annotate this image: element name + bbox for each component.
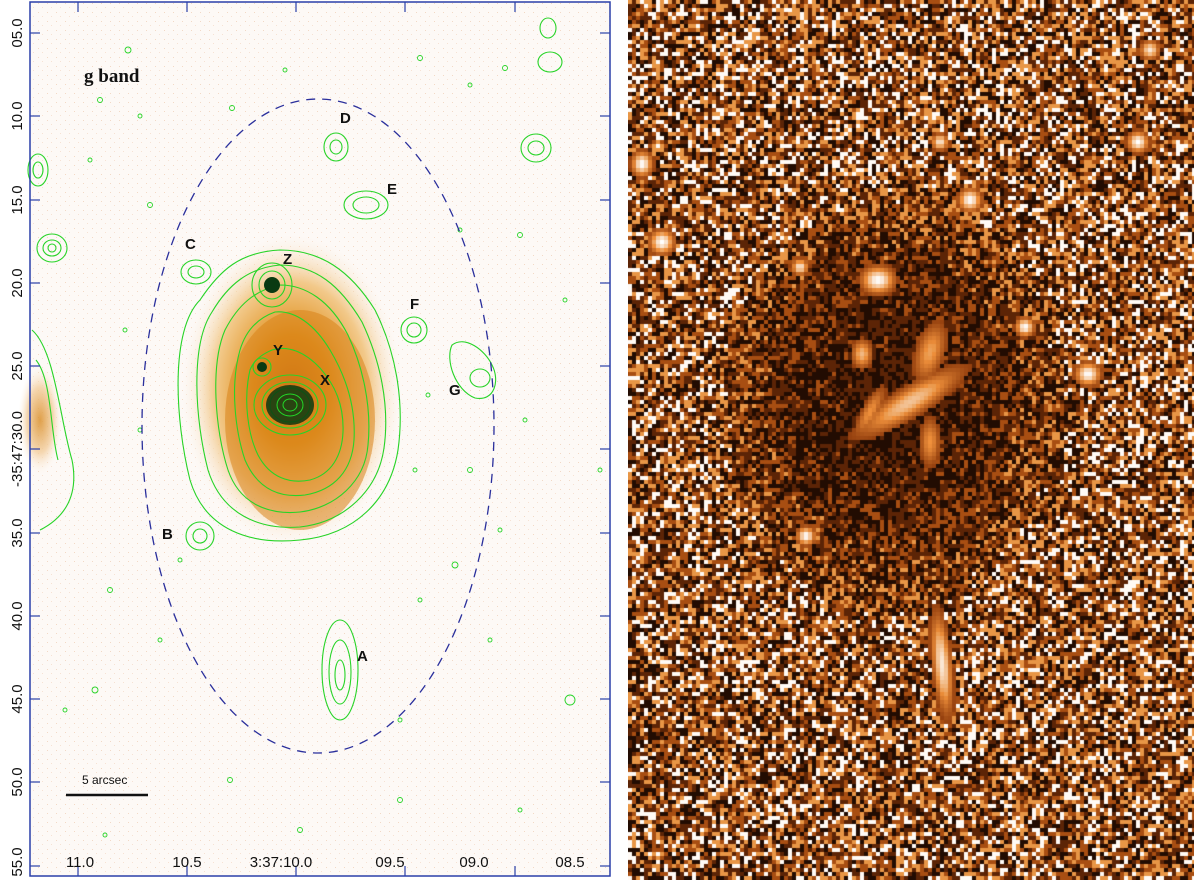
- dashed-aperture-ellipse: [141, 98, 495, 754]
- x-tick-label: 3:37:10.0: [250, 854, 313, 871]
- x-tick-label: 08.5: [555, 854, 584, 871]
- y-tick-label: 05.0: [9, 18, 26, 47]
- y-tick-label: -35:47:30.0: [9, 411, 26, 487]
- y-tick-label: 20.0: [9, 268, 26, 297]
- plot-frame: [29, 1, 611, 877]
- y-axis: [30, 32, 610, 867]
- scale-bar-label: 5 arcsec: [82, 773, 127, 787]
- g-band-contour-panel: D E C Z F Y X G B A g band 5 arcsec 05.0…: [9, 1, 611, 877]
- source-label-x: X: [320, 372, 330, 389]
- residual-image-panel: [628, 0, 1194, 880]
- source-label-f: F: [410, 296, 419, 313]
- band-label: g band: [84, 66, 140, 87]
- y-tick-label: 10.0: [9, 101, 26, 130]
- x-axis: [77, 2, 516, 876]
- source-label-a: A: [357, 648, 368, 665]
- source-label-b: B: [162, 526, 173, 543]
- x-tick-label: 11.0: [66, 854, 94, 871]
- source-label-g: G: [449, 382, 461, 399]
- x-tick-label: 09.5: [375, 854, 404, 871]
- source-label-y: Y: [273, 342, 283, 359]
- x-tick-label: 09.0: [459, 854, 488, 871]
- y-tick-label: 35.0: [9, 518, 26, 547]
- y-tick-label: 40.0: [9, 601, 26, 630]
- y-tick-label: 25.0: [9, 351, 26, 380]
- source-label-d: D: [340, 110, 351, 127]
- y-tick-label: 15.0: [9, 185, 26, 214]
- source-label-c: C: [185, 236, 196, 253]
- y-tick-label: 55.0: [9, 847, 26, 876]
- y-tick-label: 45.0: [9, 684, 26, 713]
- y-tick-label: 50.0: [9, 767, 26, 796]
- source-label-z: Z: [283, 251, 292, 268]
- x-tick-label: 10.5: [172, 854, 201, 871]
- source-label-e: E: [387, 181, 397, 198]
